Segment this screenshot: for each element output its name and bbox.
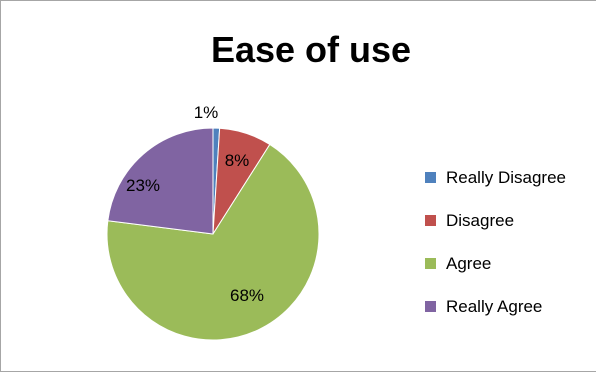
legend: Really Disagree Disagree Agree Really Agree: [425, 156, 597, 328]
legend-item-really-agree: Really Agree: [425, 285, 597, 328]
chart-title: Ease of use: [210, 29, 412, 70]
legend-label: Disagree: [446, 210, 515, 230]
legend-swatch: [425, 301, 436, 312]
pie-slice-really-agree: [107, 127, 214, 235]
data-label-really-agree: 23%: [126, 176, 160, 195]
data-label-agree: 68%: [230, 286, 264, 305]
legend-item-disagree: Disagree: [425, 199, 597, 242]
legend-swatch: [425, 215, 436, 226]
legend-item-agree: Agree: [425, 242, 597, 285]
pie-chart: 1% 8% 68% 23%: [106, 103, 320, 341]
legend-label: Agree: [446, 253, 492, 273]
pie-slice-agree: [106, 143, 320, 341]
data-label-really-disagree: 1%: [194, 103, 219, 122]
legend-item-really-disagree: Really Disagree: [425, 156, 597, 199]
legend-label: Really Agree: [446, 296, 543, 316]
legend-swatch: [425, 172, 436, 183]
legend-swatch: [425, 258, 436, 269]
data-label-disagree: 8%: [225, 151, 250, 170]
legend-label: Really Disagree: [446, 167, 566, 187]
